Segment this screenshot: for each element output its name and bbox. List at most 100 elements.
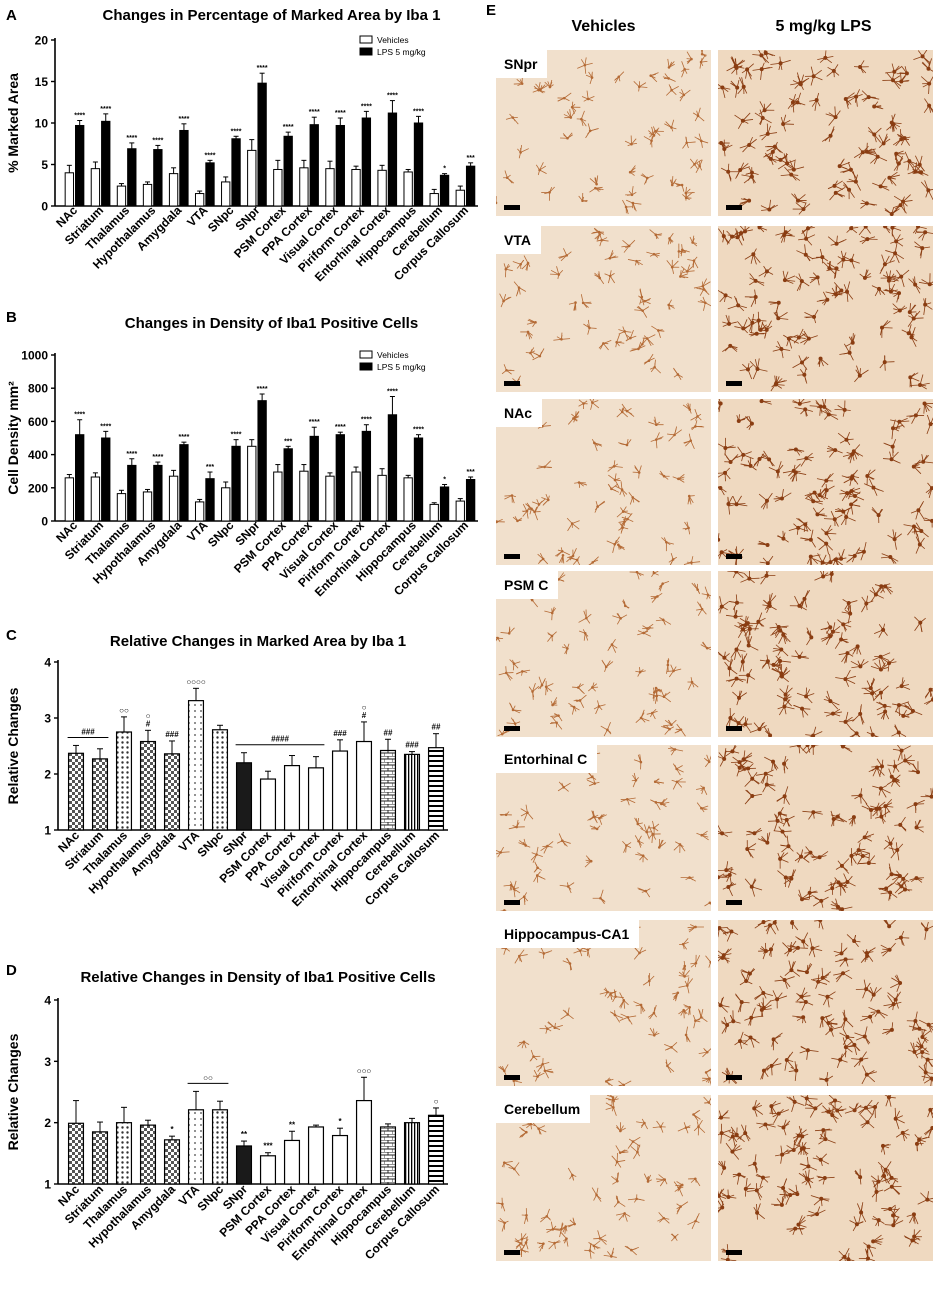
bar-vehicles: [248, 150, 256, 206]
significance-label: ****: [257, 386, 268, 393]
significance-label: ○: [362, 703, 367, 712]
significance-label: ****: [74, 412, 85, 419]
panel-letter: C: [6, 627, 17, 644]
y-tick-label: 800: [28, 382, 48, 396]
y-tick-label: 1000: [21, 349, 48, 363]
panel-letter: A: [6, 7, 17, 24]
significance-label: ##: [384, 728, 393, 737]
bar-lps: [284, 449, 292, 521]
micrograph-image: [718, 1095, 933, 1261]
scale-bar: [726, 900, 742, 905]
bar-vehicles: [117, 494, 125, 521]
bar-vehicles: [65, 478, 73, 521]
scale-bar: [504, 381, 520, 386]
y-tick-label: 20: [35, 34, 49, 48]
micrograph-tile: [718, 571, 933, 737]
scale-bar: [726, 1250, 742, 1255]
significance-label: ****: [100, 106, 111, 113]
significance-label: ****: [152, 137, 163, 144]
significance-label: ****: [178, 116, 189, 123]
panel-letter: D: [6, 962, 17, 979]
bar-lps: [414, 438, 422, 521]
bar: [117, 732, 132, 830]
micrograph-tile: Entorhinal C: [496, 745, 711, 911]
bar: [429, 748, 444, 830]
bar-lps: [102, 121, 110, 206]
y-axis-label: Cell Density mm²: [5, 381, 21, 495]
bar: [285, 766, 300, 830]
significance-label: ****: [413, 108, 424, 115]
y-tick-label: 4: [44, 656, 51, 670]
significance-label: ****: [361, 103, 372, 110]
bar-lps: [128, 149, 136, 206]
panel-letter-e: E: [486, 2, 496, 19]
micrograph-image: [718, 399, 933, 565]
bar-lps: [76, 125, 84, 206]
significance-label: ****: [387, 93, 398, 100]
scale-bar: [726, 1075, 742, 1080]
bar: [69, 753, 84, 830]
bar: [357, 1101, 372, 1184]
y-tick-label: 3: [44, 1055, 51, 1069]
bar-lps: [466, 166, 474, 206]
x-tick-label: SNpc: [195, 828, 227, 860]
significance-label: ****: [335, 110, 346, 117]
y-tick-label: 0: [41, 200, 48, 214]
bar-vehicles: [169, 476, 177, 521]
significance-label: ****: [100, 423, 111, 430]
bar-lps: [388, 415, 396, 521]
legend-label: Vehicles: [377, 35, 409, 45]
significance-label: ○: [146, 711, 151, 720]
bar: [69, 1123, 84, 1184]
chart-title: Changes in Percentage of Marked Area by …: [103, 7, 441, 24]
legend-label: Vehicles: [377, 350, 409, 360]
bar: [381, 750, 396, 830]
significance-label: **: [289, 1120, 296, 1129]
bar: [117, 1123, 132, 1184]
region-label: PSM C: [496, 571, 558, 599]
bar-lps: [336, 125, 344, 206]
bar-lps: [284, 136, 292, 206]
bracket-label: ###: [81, 727, 95, 736]
significance-label: ###: [333, 729, 347, 738]
bar-lps: [362, 118, 370, 206]
bar-vehicles: [326, 476, 334, 521]
bar: [261, 1156, 276, 1184]
y-tick-label: 3: [44, 712, 51, 726]
x-tick-label: SNpc: [205, 518, 237, 550]
y-axis-label: Relative Changes: [5, 687, 21, 804]
legend-label: LPS 5 mg/kg: [377, 47, 426, 57]
region-label: VTA: [496, 226, 541, 254]
column-header-vehicles: Vehicles: [496, 18, 711, 36]
significance-label: ****: [152, 454, 163, 461]
significance-label: ****: [74, 113, 85, 120]
bar-lps: [336, 435, 344, 521]
micrograph-image: [718, 920, 933, 1086]
significance-label: ****: [231, 432, 242, 439]
scale-bar: [504, 726, 520, 731]
micrograph-image: [718, 571, 933, 737]
scale-bar: [504, 1075, 520, 1080]
significance-label: ****: [387, 389, 398, 396]
bar-lps: [76, 435, 84, 521]
bar-vehicles: [222, 488, 230, 521]
y-tick-label: 5: [41, 158, 48, 172]
scale-bar: [504, 900, 520, 905]
bar-lps: [180, 130, 188, 206]
bar: [237, 1146, 252, 1184]
significance-label: ****: [205, 152, 216, 159]
micrograph-tile: SNpr: [496, 50, 711, 216]
bar: [357, 742, 372, 830]
micrograph-image: [718, 50, 933, 216]
bar-vehicles: [378, 170, 386, 206]
significance-label: *: [170, 1125, 174, 1134]
bar-lps: [362, 431, 370, 521]
region-label: SNpr: [496, 50, 547, 78]
bar: [189, 1110, 204, 1184]
significance-label: ****: [126, 135, 137, 142]
micrograph-tile: Hippocampus-CA1: [496, 920, 711, 1086]
region-label: Cerebellum: [496, 1095, 590, 1123]
bar-vehicles: [404, 478, 412, 521]
